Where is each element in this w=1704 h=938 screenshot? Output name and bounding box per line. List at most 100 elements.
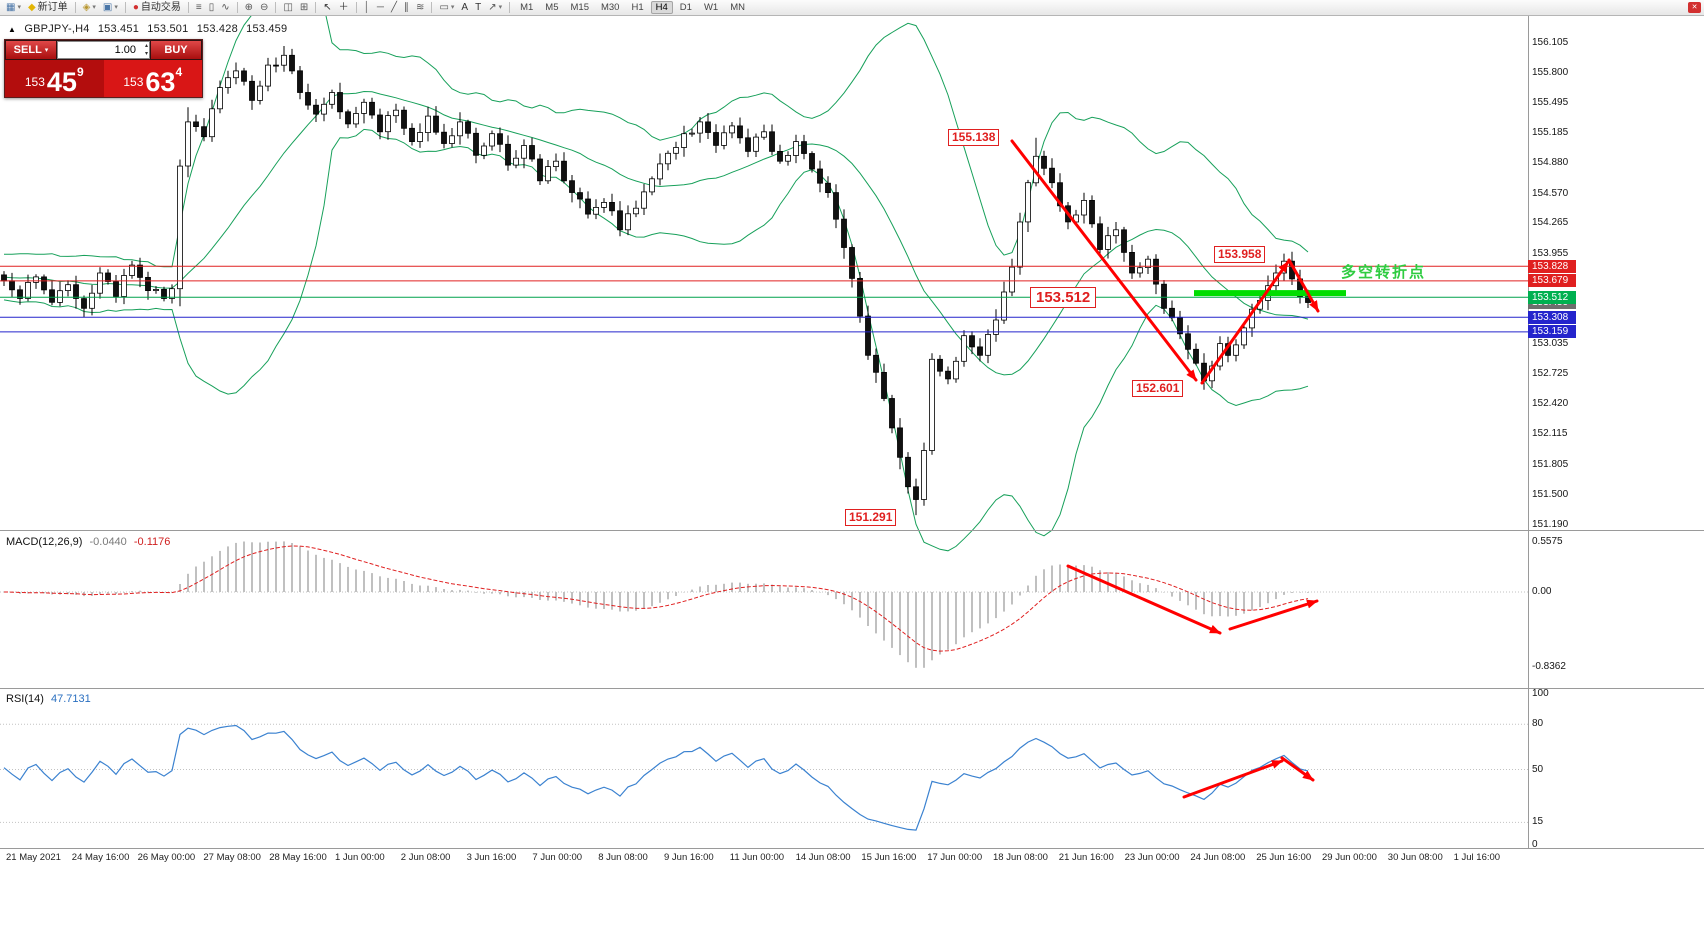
new-chart-icon[interactable]: ▦ ▾ (3, 1, 24, 15)
candle-chart-icon[interactable]: ▯ (206, 1, 218, 15)
buy-button[interactable]: BUY (151, 41, 201, 59)
price-axis-label: 151.805 (1532, 458, 1569, 470)
time-axis-label: 29 Jun 00:00 (1322, 852, 1377, 863)
shapes-icon[interactable]: ▭ ▾ (436, 1, 457, 15)
profiles-icon[interactable]: ▣ ▾ (100, 1, 121, 15)
new-order-button-glyph: ◆ (27, 1, 36, 13)
close-button[interactable]: ✕ (1688, 2, 1701, 13)
new-order-button[interactable]: ◆ 新订单 (25, 1, 71, 15)
arrow-tool-icon[interactable]: ↗ ▾ (485, 1, 505, 15)
volume-up-button[interactable]: ▴ (144, 43, 148, 49)
trendline-icon[interactable]: ╱ (388, 1, 400, 15)
price-axis-label: 151.500 (1532, 488, 1569, 500)
fibonacci-icon[interactable]: ≋ (413, 1, 427, 15)
toolbar-separator (74, 2, 76, 13)
horizontal-lines[interactable] (0, 265, 1528, 333)
collapse-icon[interactable]: ▲ (8, 25, 17, 34)
trend-arrows[interactable] (1010, 139, 1320, 799)
grid-icon[interactable]: ⊞ (297, 1, 311, 15)
sell-button-label: SELL (13, 44, 42, 56)
toolbar-separator (355, 2, 357, 13)
horizontal-line-icon-glyph: ─ (376, 1, 385, 13)
rsi-axis-label: 100 (1532, 688, 1549, 699)
sell-price-display[interactable]: 153 45 9 (5, 60, 104, 97)
timeframe-h4[interactable]: H4 (650, 1, 673, 14)
zoom-in-icon-glyph: ⊕ (244, 1, 254, 13)
time-axis-label: 14 Jun 08:00 (795, 852, 851, 863)
time-axis-label: 15 Jun 16:00 (861, 852, 917, 863)
price-callout[interactable]: 151.291 (845, 509, 897, 526)
time-axis-label: 1 Jul 16:00 (1453, 852, 1501, 863)
sell-button[interactable]: SELL ▾ (6, 41, 56, 59)
toolbar-separator (187, 2, 189, 13)
text-icon[interactable]: A (458, 1, 471, 15)
buy-price-big: 63 (145, 67, 176, 97)
price-axis-label: 154.265 (1532, 217, 1569, 229)
price-axis-label: 152.420 (1532, 398, 1569, 410)
zoom-out-icon[interactable]: ⊖ (257, 1, 271, 15)
timeframe-m15[interactable]: M15 (570, 2, 589, 13)
timeframe-m30[interactable]: M30 (600, 2, 620, 13)
time-axis-label: 21 May 2021 (6, 852, 61, 863)
toolbar-separator (315, 2, 317, 13)
zoom-in-icon[interactable]: ⊕ (242, 1, 256, 15)
buy-price-display[interactable]: 153 63 4 (103, 60, 202, 97)
support-highlight[interactable] (1194, 290, 1346, 297)
caret-down-icon: ▾ (498, 3, 503, 11)
bar-chart-icon[interactable]: ≡ (193, 1, 205, 15)
indicators-icon[interactable]: ◈ ▾ (80, 1, 99, 15)
timeframe-d1[interactable]: D1 (679, 2, 692, 13)
volume-field[interactable]: 1.00 ▴ ▾ (57, 41, 150, 59)
volume-down-button[interactable]: ▾ (144, 51, 148, 57)
new-order-button-label: 新订单 (37, 1, 68, 13)
crosshair-icon[interactable]: ＋ (336, 1, 352, 15)
cursor-icon[interactable]: ↖ (320, 1, 334, 15)
price-axis-label: 155.495 (1532, 96, 1569, 108)
sell-price-sup: 9 (76, 65, 84, 79)
label-icon[interactable]: T (472, 1, 484, 15)
indicators-icon-glyph: ◈ (82, 1, 91, 13)
new-chart-icon-glyph: ▦ (6, 1, 16, 13)
candle-chart-icon-glyph: ▯ (208, 1, 215, 13)
time-axis-label: 27 May 08:00 (203, 852, 261, 863)
price-tag: 153.512 (1528, 290, 1576, 304)
shapes-icon-glyph: ▭ (439, 1, 449, 13)
price-axis-label: 154.570 (1532, 187, 1569, 199)
macd-axis-label: 0.00 (1532, 586, 1552, 597)
time-axis-label: 1 Jun 00:00 (335, 852, 385, 863)
channel-icon[interactable]: ∥ (401, 1, 412, 15)
timeframe-m5[interactable]: M5 (545, 2, 559, 13)
timeframe-m1[interactable]: M1 (520, 2, 534, 13)
ohlc-open: 153.451 (97, 23, 140, 35)
fibonacci-icon-glyph: ≋ (416, 1, 425, 13)
time-axis[interactable]: 21 May 2021 24 May 16:00 26 May 00:00 27 Ma… (0, 848, 1704, 866)
timeframe-h1[interactable]: H1 (631, 2, 644, 13)
price-callout[interactable]: 152.601 (1132, 380, 1184, 397)
line-chart-icon[interactable]: ∿ (218, 1, 232, 15)
vertical-line-icon[interactable]: │ (361, 1, 373, 15)
price-callout[interactable]: 155.138 (948, 129, 1000, 146)
timeframe-mn[interactable]: MN (730, 2, 745, 13)
price-tag: 153.159 (1528, 325, 1576, 339)
tile-windows-icon[interactable]: ◫ (280, 1, 295, 15)
price-callout[interactable]: 153.512 (1030, 287, 1097, 308)
price-callout[interactable]: 153.958 (1214, 246, 1266, 263)
time-axis-label: 24 Jun 08:00 (1190, 852, 1246, 863)
toolbar-separator (236, 2, 238, 13)
rsi-axis-label: 15 (1532, 816, 1544, 828)
sell-dropdown-caret[interactable]: ▾ (44, 47, 49, 54)
timeframe-w1[interactable]: W1 (703, 2, 719, 13)
toolbar-separator (275, 2, 277, 13)
caret-down-icon: ▾ (17, 3, 21, 11)
rsi-name: RSI(14) (6, 693, 44, 705)
rsi-line (3, 724, 1309, 831)
candles (1, 46, 1311, 516)
autotrade-button[interactable]: ● 自动交易 (130, 1, 184, 15)
horizontal-line-icon[interactable]: ─ (374, 1, 387, 15)
volume-value: 1.00 (114, 44, 136, 56)
turning-point-note[interactable]: 多空转折点 (1341, 264, 1427, 281)
time-axis-label: 28 May 16:00 (269, 852, 327, 863)
channel-icon-glyph: ∥ (404, 1, 410, 13)
symbol-ohlc-header: ▲ GBPJPY-,H4 153.451 153.501 153.428 153… (8, 23, 292, 35)
